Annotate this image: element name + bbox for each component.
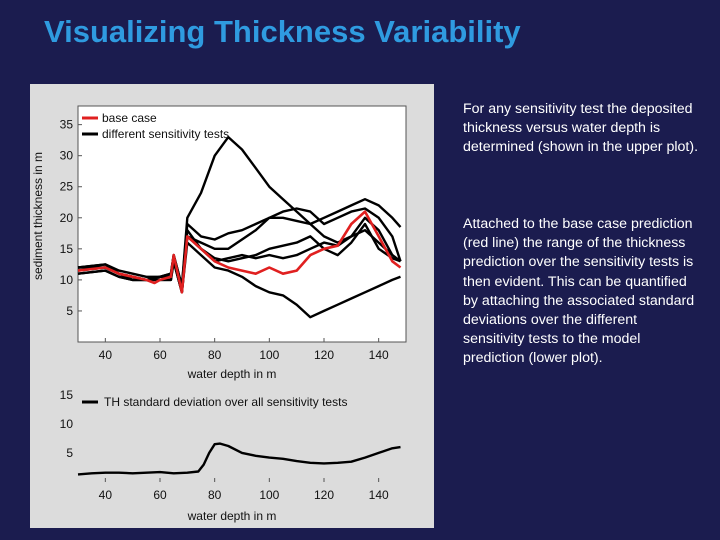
x-tick-label: 40: [99, 348, 113, 362]
lower-ticks: 40 60 80 100 120 140 5 10 15: [60, 388, 389, 502]
lower-series-lines: [77, 442, 401, 476]
upper-ticks: 40 60 80 100 120 140 5 10 15 20 25 30 35: [60, 118, 389, 362]
legend-std-dev-label: TH standard deviation over all sensitivi…: [104, 395, 347, 409]
x-tick-label: 120: [314, 348, 334, 362]
y-tick-label: 10: [60, 417, 74, 431]
x-tick-label: 120: [314, 488, 334, 502]
x-tick-label: 140: [369, 488, 389, 502]
lower-legend: TH standard deviation over all sensitivi…: [82, 395, 347, 409]
lower-x-axis-label: water depth in m: [187, 509, 277, 523]
x-tick-label: 80: [208, 348, 222, 362]
figure-svg: 40 60 80 100 120 140 5 10 15 20 25 30 35 base case d…: [31, 105, 407, 523]
upper-plot-area: [77, 105, 407, 343]
upper-series-lines: [77, 135, 402, 319]
upper-y-axis-label: sediment thickness in m: [31, 152, 45, 280]
x-tick-label: 100: [259, 348, 279, 362]
description-paragraph-1: For any sensitivity test the deposited t…: [463, 101, 699, 156]
figure-panel: 40 60 80 100 120 140 5 10 15 20 25 30 35 base case d…: [30, 84, 434, 528]
y-tick-label: 5: [66, 304, 73, 318]
base-case-line: [77, 210, 402, 294]
y-tick-label: 35: [60, 118, 74, 132]
y-tick-label: 5: [66, 446, 73, 460]
upper-chart: 40 60 80 100 120 140 5 10 15 20 25 30 35 base case d…: [31, 105, 407, 381]
description-paragraph-2: Attached to the base case prediction (re…: [463, 216, 695, 367]
y-tick-label: 15: [60, 242, 74, 256]
std-dev-line: [77, 442, 401, 476]
sensitivity-test-line: [77, 197, 402, 288]
y-tick-label: 25: [60, 180, 74, 194]
lower-chart: 40 60 80 100 120 140 5 10 15 TH standard deviati…: [60, 388, 401, 523]
upper-legend: base case different sensitivity tests: [82, 111, 229, 141]
slide-title: Visualizing Thickness Variability: [44, 14, 521, 49]
y-tick-label: 15: [60, 388, 74, 402]
x-tick-label: 80: [208, 488, 222, 502]
x-tick-label: 100: [259, 488, 279, 502]
y-tick-label: 30: [60, 149, 74, 163]
x-tick-label: 140: [369, 348, 389, 362]
y-tick-label: 10: [60, 273, 74, 287]
upper-x-axis-label: water depth in m: [187, 367, 277, 381]
x-tick-label: 60: [153, 348, 167, 362]
x-tick-label: 40: [99, 488, 113, 502]
legend-sensitivity-label: different sensitivity tests: [102, 127, 229, 141]
x-tick-label: 60: [153, 488, 167, 502]
y-tick-label: 20: [60, 211, 74, 225]
legend-base-case-label: base case: [102, 111, 157, 125]
